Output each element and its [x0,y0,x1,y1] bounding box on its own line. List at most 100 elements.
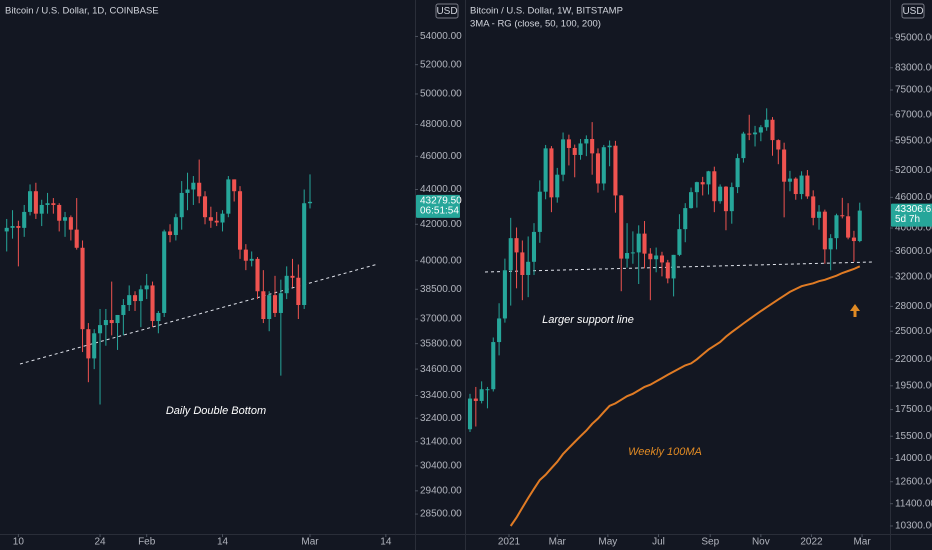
candle-body [549,148,554,198]
y-tick-label: 10300.00 [895,521,932,532]
candle-body [822,211,827,250]
candle-body [202,196,208,218]
candle-body [173,217,178,236]
candle-body [39,204,44,214]
candle-body [473,398,478,401]
candle-body [578,143,583,155]
candle-body [776,140,781,150]
candle-body [636,233,641,253]
candle-body [261,291,266,320]
candle-body [811,196,816,218]
y-tick-label: 28000.00 [895,301,932,312]
y-tick-label: 28500.00 [420,509,462,520]
y-tick-label: 33400.00 [420,390,462,401]
candle-body [543,148,548,192]
y-tick-label: 44000.00 [420,184,462,195]
y-tick-label: 34600.00 [420,364,462,375]
candle-body [162,231,167,313]
candle-body [302,203,307,305]
candle-body [497,318,502,343]
candle-body [86,329,91,359]
candle-body [758,127,763,133]
x-tick-label: 24 [94,537,106,548]
candle-body [607,145,612,148]
candle-body [514,238,519,253]
y-tick-label: 48000.00 [420,119,462,130]
candle-body [857,210,862,242]
candle-body [712,171,717,202]
y-tick-label: 59500.00 [895,135,932,146]
candle-body [764,119,769,128]
y-tick-label: 38500.00 [420,284,462,295]
y-tick-label: 36000.00 [895,246,932,257]
candle-body [16,226,21,228]
candle-body [700,182,705,185]
candle-body [584,139,589,144]
candle-body [677,229,682,255]
candle-body [307,201,313,204]
y-tick-label: 32000.00 [895,272,932,283]
y-tick-label: 83000.00 [895,62,932,73]
candle-body [520,252,525,275]
candle-body [805,175,810,197]
candle-body [816,211,822,218]
candle-body [296,277,301,305]
candle-body [537,191,542,232]
candle-body [267,295,272,320]
y-tick-label: 75000.00 [895,85,932,96]
candle-body [846,216,851,238]
y-tick-label: 25000.00 [895,326,932,337]
chart-title: Bitcoin / U.S. Dollar, 1W, BITSTAMP [470,6,623,17]
candle-body [654,255,659,260]
candle-body [103,320,108,326]
x-tick-label: Feb [138,537,156,548]
currency-badge [435,3,459,19]
candle-body [689,192,694,209]
countdown: 06:51:54 [420,205,459,216]
candle-body [97,325,103,334]
candle-body [770,119,775,141]
candle-body [485,389,490,391]
y-tick-label: 19500.00 [895,380,932,391]
x-tick-label: Mar [853,537,871,548]
y-tick-label: 30400.00 [420,460,462,471]
y-tick-label: 15500.00 [895,431,932,442]
candle-body [648,253,653,260]
candle-body [208,217,213,221]
currency-label: USD [436,6,457,17]
candle-body [659,255,665,263]
candle-body [840,215,845,217]
candle-body [718,186,723,202]
candle-body [33,191,38,214]
candle-body [237,191,243,250]
chart-title: Bitcoin / U.S. Dollar, 1D, COINBASE [5,6,159,17]
candle-body [508,238,513,271]
x-tick-label: Mar [549,537,567,548]
candle-body [572,147,577,155]
candle-body [828,238,833,250]
candle-body [723,186,728,212]
last-price-label: 43279.50 [420,195,462,206]
x-tick-label: Nov [752,537,770,548]
candle-body [630,252,635,254]
candle-body [741,133,746,159]
y-tick-label: 37000.00 [420,314,462,325]
candle-body [526,261,531,275]
candle-body [249,258,254,261]
candle-body [601,147,606,184]
candle-body [782,149,787,182]
y-tick-label: 42000.00 [420,219,462,230]
y-tick-label: 95000.00 [895,33,932,44]
candle-body [255,258,260,292]
candle-body [220,213,225,223]
y-tick-label: 67000.00 [895,109,932,120]
candle-body [290,275,295,278]
y-tick-label: 29400.00 [420,485,462,496]
candle-body [115,314,120,324]
y-tick-label: 40000.00 [420,255,462,266]
candle-body [4,227,9,232]
candle-body [74,229,79,248]
candle-body [27,191,33,212]
candle-body [45,203,50,205]
